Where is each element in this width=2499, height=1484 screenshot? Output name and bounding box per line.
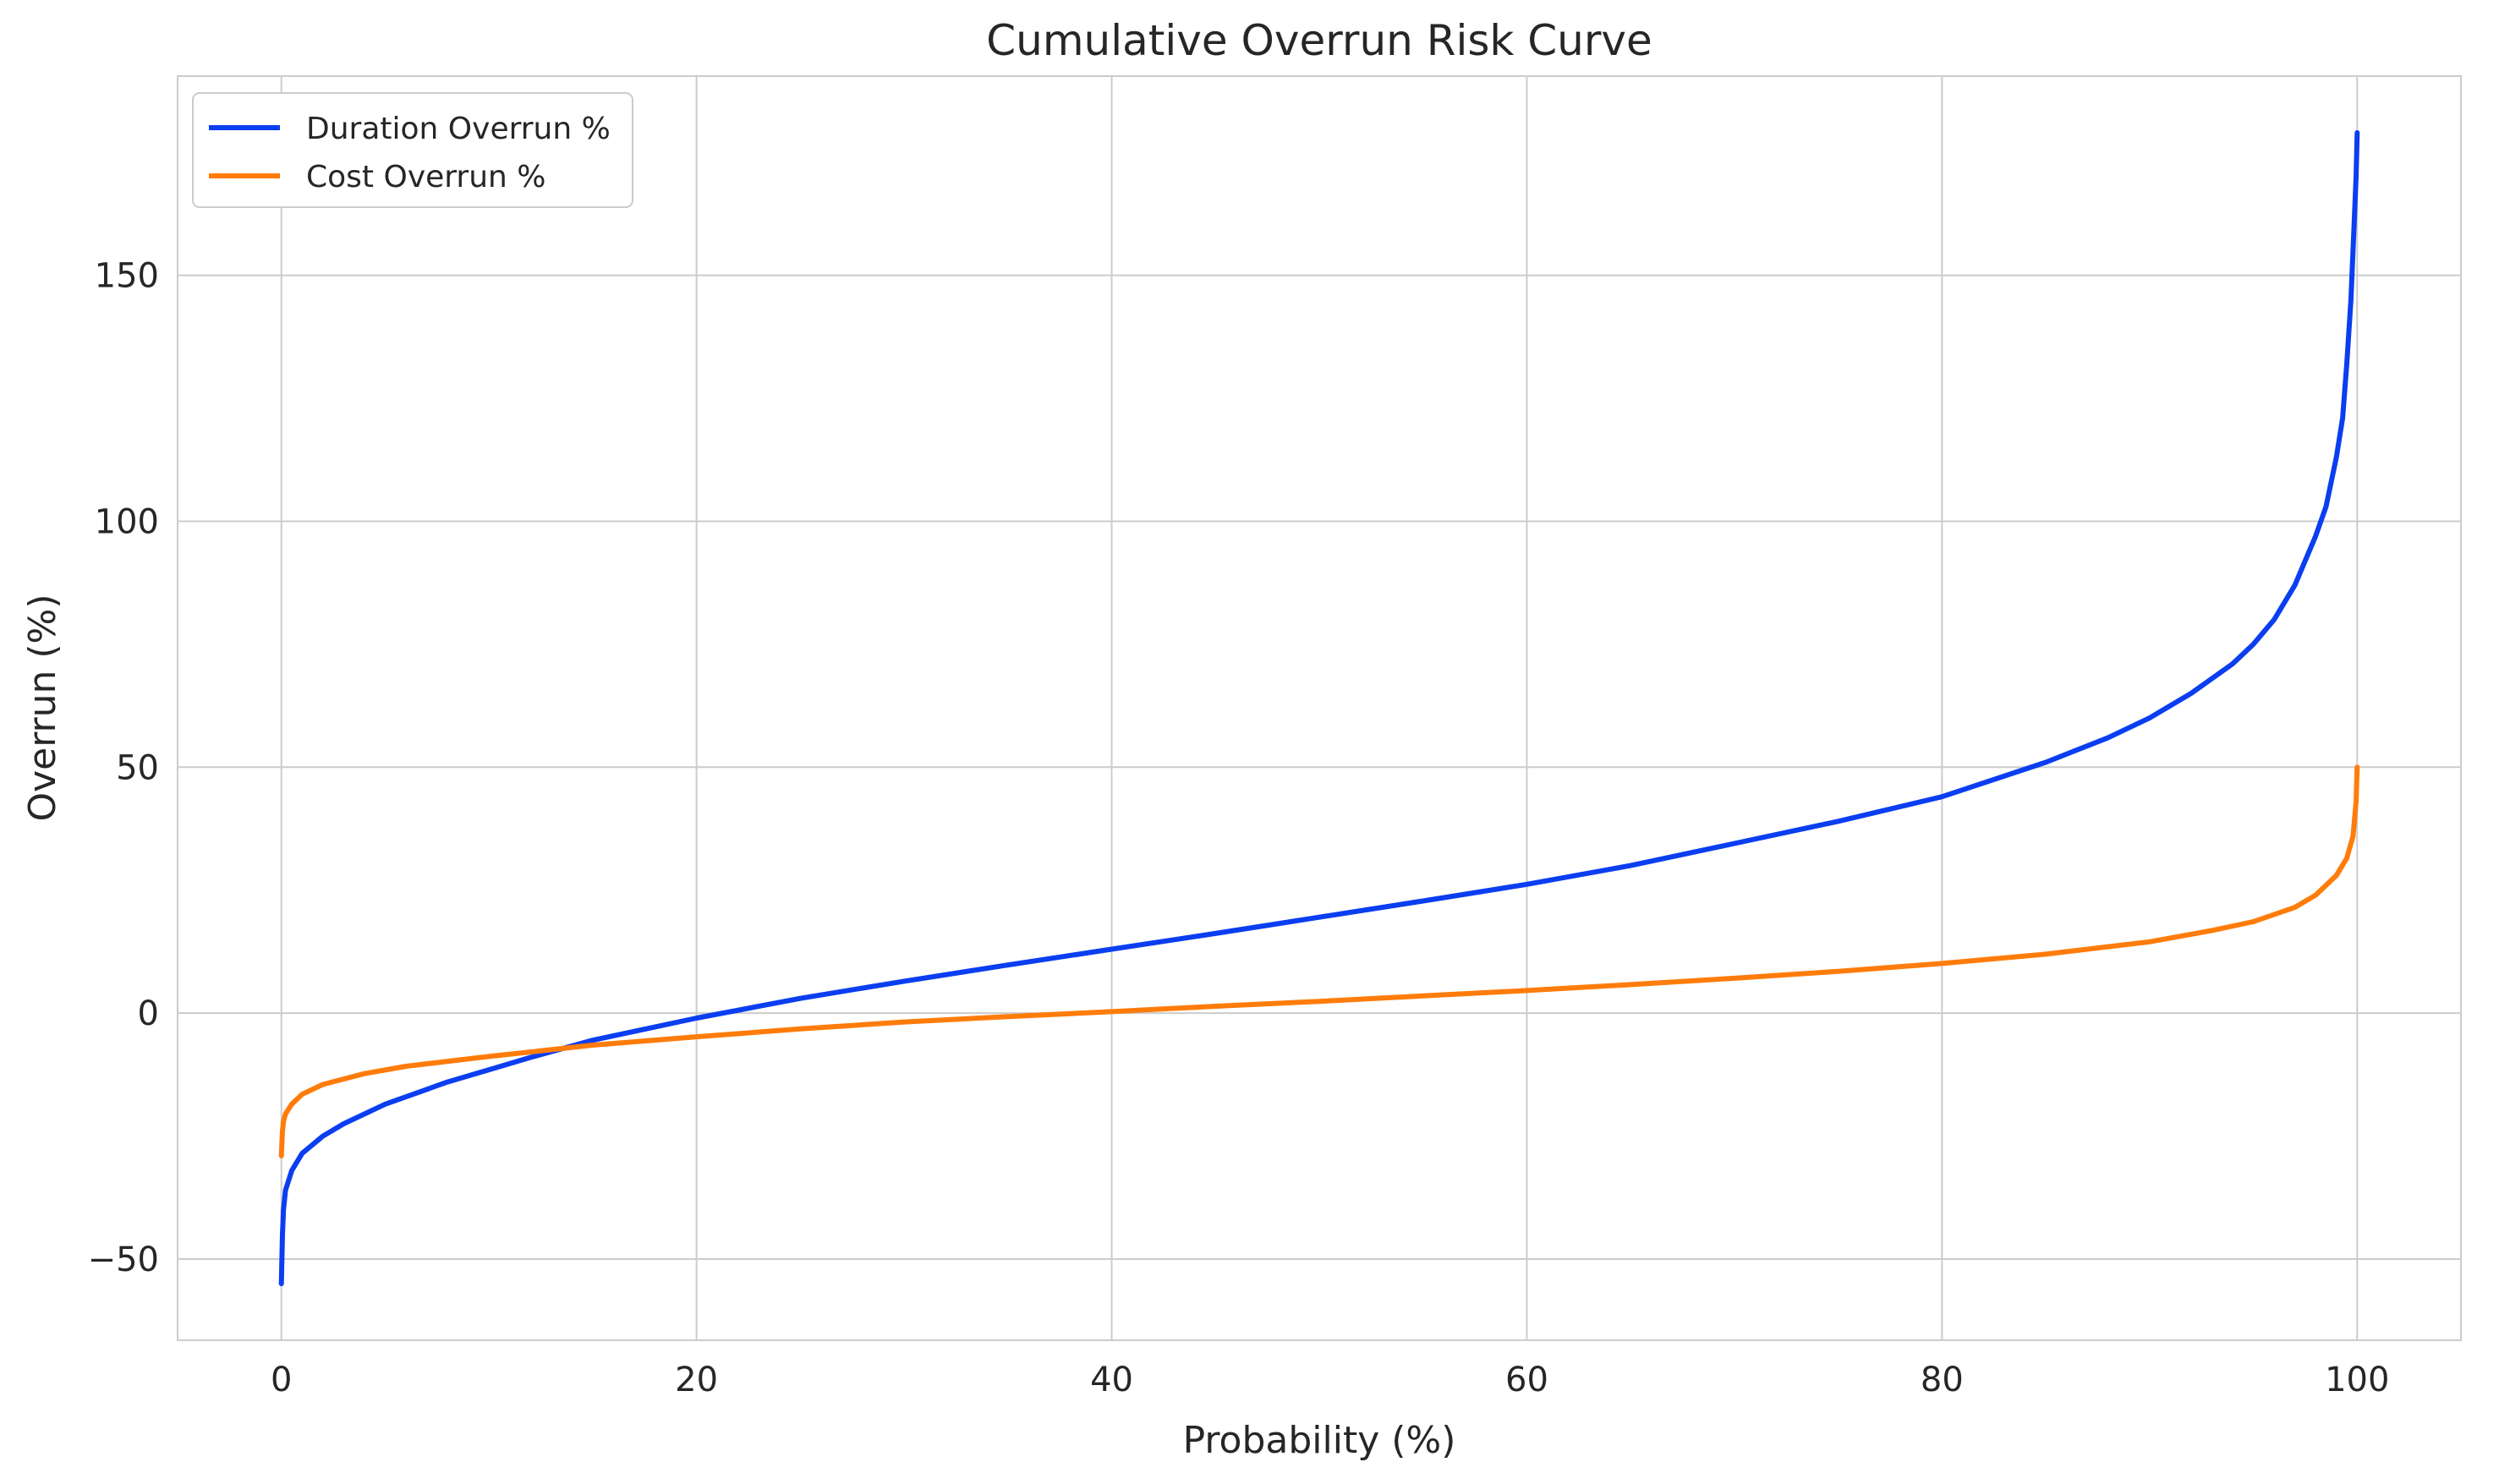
x-tick-label: 80 [1921, 1361, 1964, 1399]
x-tick-labels: 0 20 40 60 80 100 [271, 1361, 2389, 1399]
x-tick-label: 0 [271, 1361, 292, 1399]
x-tick-label: 20 [675, 1361, 718, 1399]
legend-label-cost: Cost Overrun % [306, 160, 546, 194]
legend-box [192, 92, 633, 208]
y-tick-label: 0 [138, 994, 159, 1033]
plot-area [177, 75, 2462, 1341]
y-tick-labels: −50 0 50 100 150 [88, 257, 159, 1279]
legend-label-duration: Duration Overrun % [306, 112, 611, 146]
grid [178, 76, 2461, 1340]
cost-overrun-line [278, 764, 2360, 1158]
legend: Duration Overrun % Cost Overrun % [192, 92, 633, 208]
duration-overrun-line [278, 129, 2360, 1287]
x-tick-label: 60 [1505, 1361, 1548, 1399]
x-axis-label: Probability (%) [1183, 1419, 1456, 1462]
y-tick-label: 150 [95, 257, 159, 296]
x-tick-label: 40 [1090, 1361, 1133, 1399]
y-tick-label: −50 [88, 1240, 159, 1279]
y-tick-label: 100 [95, 502, 159, 541]
series-layer [278, 129, 2360, 1287]
chart-title: Cumulative Overrun Risk Curve [986, 16, 1652, 65]
y-tick-label: 50 [116, 748, 159, 787]
y-axis-label: Overrun (%) [21, 594, 64, 821]
x-tick-label: 100 [2325, 1361, 2389, 1399]
